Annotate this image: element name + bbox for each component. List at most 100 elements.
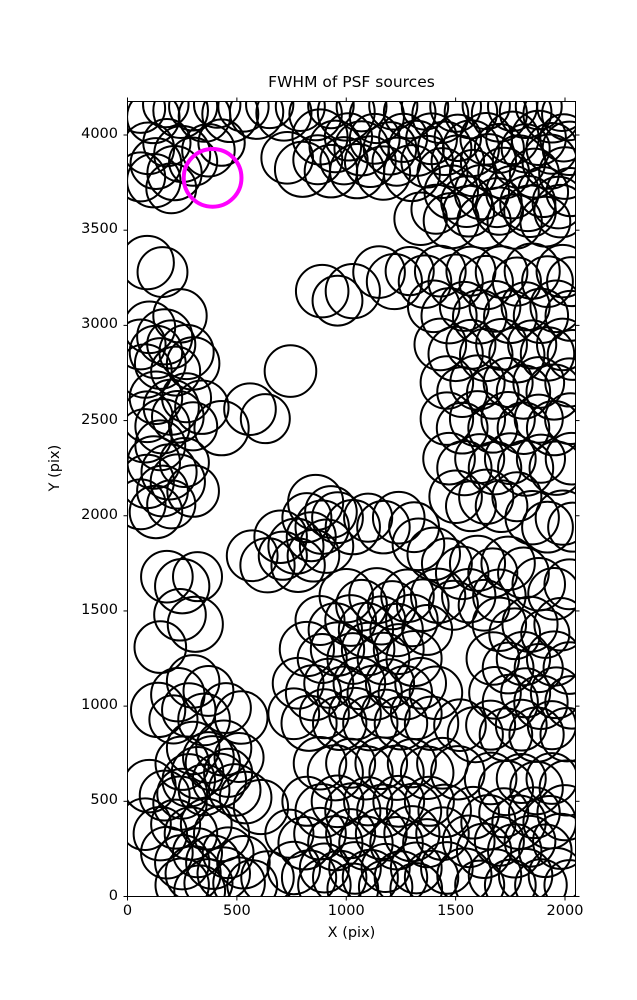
psf-source-circle <box>356 595 407 646</box>
psf-source-circle <box>271 656 325 710</box>
psf-source-circle <box>297 857 352 897</box>
psf-source-circle <box>371 490 426 545</box>
psf-source-circle <box>343 776 394 827</box>
x-tick-label: 1000 <box>327 903 365 919</box>
psf-source-circle <box>413 317 468 372</box>
psf-source-circle <box>312 695 368 751</box>
psf-source-circle <box>417 120 473 177</box>
psf-source-circle <box>127 390 174 444</box>
psf-source-circle <box>355 145 412 201</box>
psf-source-circle <box>546 328 576 381</box>
psf-source-circle <box>416 147 469 200</box>
psf-source-circle <box>382 101 437 140</box>
psf-source-circle <box>488 607 542 661</box>
psf-source-circle <box>145 162 198 215</box>
psf-source-circle <box>473 122 525 174</box>
psf-source-circle <box>193 101 242 129</box>
psf-source-circle <box>498 101 553 139</box>
psf-source-circle <box>416 736 469 790</box>
y-tick-label: 1500 <box>81 601 118 618</box>
psf-source-circle <box>152 101 209 139</box>
psf-source-circle <box>403 849 460 897</box>
psf-source-circle <box>510 109 567 166</box>
psf-source-circle <box>441 568 497 624</box>
psf-source-circle <box>151 389 205 444</box>
y-axis-label: Y (pix) <box>47 444 63 492</box>
psf-source-circle <box>465 699 517 751</box>
psf-source-circle <box>212 856 266 897</box>
psf-source-circle <box>214 690 269 745</box>
psf-source-circle <box>473 815 525 867</box>
psf-source-circle <box>154 558 211 615</box>
x-axis-label: X (pix) <box>327 925 376 941</box>
psf-source-circle <box>150 798 202 850</box>
psf-source-circle <box>127 797 172 851</box>
psf-source-circle <box>348 112 401 165</box>
psf-source-circle <box>399 745 455 801</box>
psf-source-circle <box>420 537 473 590</box>
psf-source-circle <box>504 489 560 546</box>
psf-source-circle <box>394 656 448 710</box>
psf-source-circle <box>140 549 194 604</box>
psf-source-circle <box>280 849 338 897</box>
psf-source-circle <box>239 393 291 445</box>
psf-source-circle <box>497 847 554 897</box>
psf-source-circle <box>389 862 444 897</box>
psf-source-circle <box>372 623 425 675</box>
psf-source-circle <box>463 751 518 806</box>
psf-source-circle <box>168 136 219 187</box>
psf-source-circle <box>332 656 387 711</box>
psf-source-circle <box>406 279 461 334</box>
psf-source-circle <box>535 243 576 299</box>
psf-source-circle <box>316 101 376 142</box>
psf-source-circle <box>543 558 576 611</box>
axis-ticks <box>123 97 580 901</box>
page-title: FWHM of PSF sources <box>268 73 435 91</box>
psf-source-circle <box>312 849 368 897</box>
psf-source-circle <box>525 752 576 805</box>
psf-source-circle <box>481 641 535 695</box>
x-tick-label: 1500 <box>437 903 475 919</box>
psf-source-circle <box>182 664 235 717</box>
psf-source-circle <box>472 568 527 623</box>
psf-source-circle <box>527 567 576 621</box>
psf-source-circle <box>218 770 273 825</box>
psf-source-circle <box>223 382 277 436</box>
psf-source-circle <box>369 602 424 658</box>
psf-source-circle <box>456 193 512 250</box>
psf-source-circle <box>266 840 321 896</box>
x-tick-label: 0 <box>122 903 133 919</box>
psf-source-circle <box>508 786 561 840</box>
psf-source-circle <box>420 841 474 895</box>
psf-source-circle <box>253 509 308 564</box>
x-tick-label: 500 <box>223 903 251 919</box>
psf-source-circle <box>483 858 537 897</box>
psf-source-circle <box>133 620 188 674</box>
psf-source-circle <box>521 133 576 190</box>
psf-source-circle <box>307 101 355 130</box>
psf-source-circle <box>458 468 515 525</box>
psf-source-circle <box>441 814 496 869</box>
psf-source-circle <box>325 737 377 789</box>
psf-source-circle <box>177 692 231 747</box>
psf-source-circle <box>286 528 341 583</box>
psf-source-circle <box>461 101 511 131</box>
psf-source-circle <box>132 805 188 862</box>
psf-source-circle <box>356 499 411 555</box>
psf-source-circle <box>263 344 318 398</box>
psf-source-circle <box>459 327 514 383</box>
y-tick-label: 0 <box>108 887 118 904</box>
psf-source-circle <box>127 101 167 134</box>
psf-source-circle <box>270 537 326 593</box>
psf-source-circle <box>503 184 557 238</box>
psf-source-circle <box>226 859 279 897</box>
psf-source-circle <box>240 850 295 897</box>
psf-source-circle <box>343 135 397 189</box>
psf-source-circle <box>200 682 252 734</box>
psf-source-circle <box>467 848 523 897</box>
selected-psf-source-circle[interactable] <box>181 146 244 209</box>
highlight-circle-layer[interactable] <box>181 146 244 209</box>
psf-source-circle <box>391 517 446 572</box>
